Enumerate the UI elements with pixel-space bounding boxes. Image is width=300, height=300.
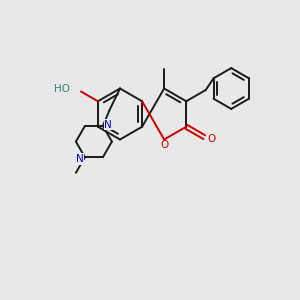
- Text: O: O: [160, 140, 168, 151]
- Text: O: O: [207, 134, 215, 144]
- Text: N: N: [76, 154, 83, 164]
- Text: HO: HO: [54, 84, 70, 94]
- Text: N: N: [104, 119, 112, 130]
